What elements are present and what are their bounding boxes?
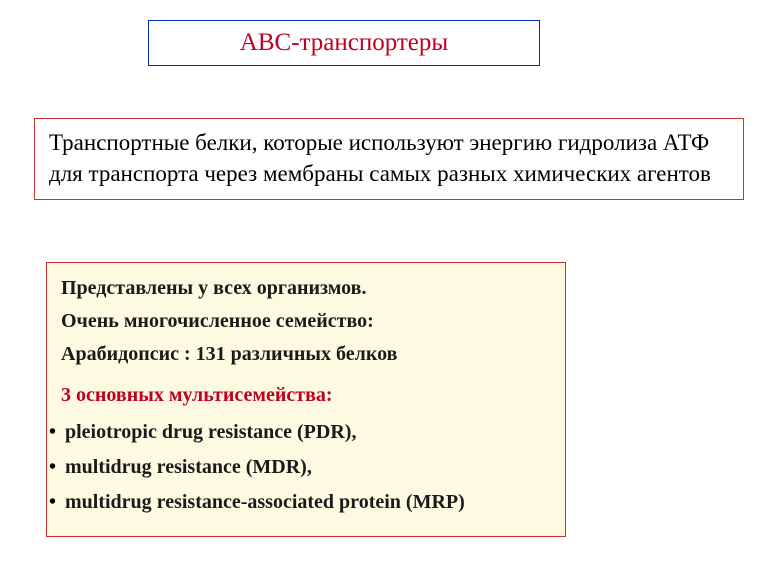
- title-box: ABC-транспортеры: [148, 20, 540, 66]
- subfamilies-list: pleiotropic drug resistance (PDR), multi…: [61, 417, 551, 518]
- subfamilies-heading: 3 основных мультисемейства:: [61, 380, 551, 411]
- definition-box: Транспортные белки, которые используют э…: [34, 118, 744, 200]
- bullet-text: multidrug resistance (MDR),: [65, 456, 312, 478]
- bullet-text: multidrug resistance-associated protein …: [65, 491, 465, 513]
- title-text: ABC-транспортеры: [240, 29, 448, 56]
- list-item: multidrug resistance (MDR),: [51, 452, 551, 483]
- detail-line-1: Представлены у всех организмов.: [61, 273, 551, 304]
- list-item: multidrug resistance-associated protein …: [51, 487, 551, 518]
- slide: ABC-транспортеры Транспортные белки, кот…: [0, 0, 768, 576]
- bullet-text: pleiotropic drug resistance (PDR),: [65, 421, 356, 443]
- list-item: pleiotropic drug resistance (PDR),: [51, 417, 551, 448]
- detail-line-3: Арабидопсис : 131 различных белков: [61, 339, 551, 370]
- details-box: Представлены у всех организмов. Очень мн…: [46, 262, 566, 537]
- detail-line-2: Очень многочисленное семейство:: [61, 306, 551, 337]
- definition-text: Транспортные белки, которые используют э…: [49, 130, 711, 186]
